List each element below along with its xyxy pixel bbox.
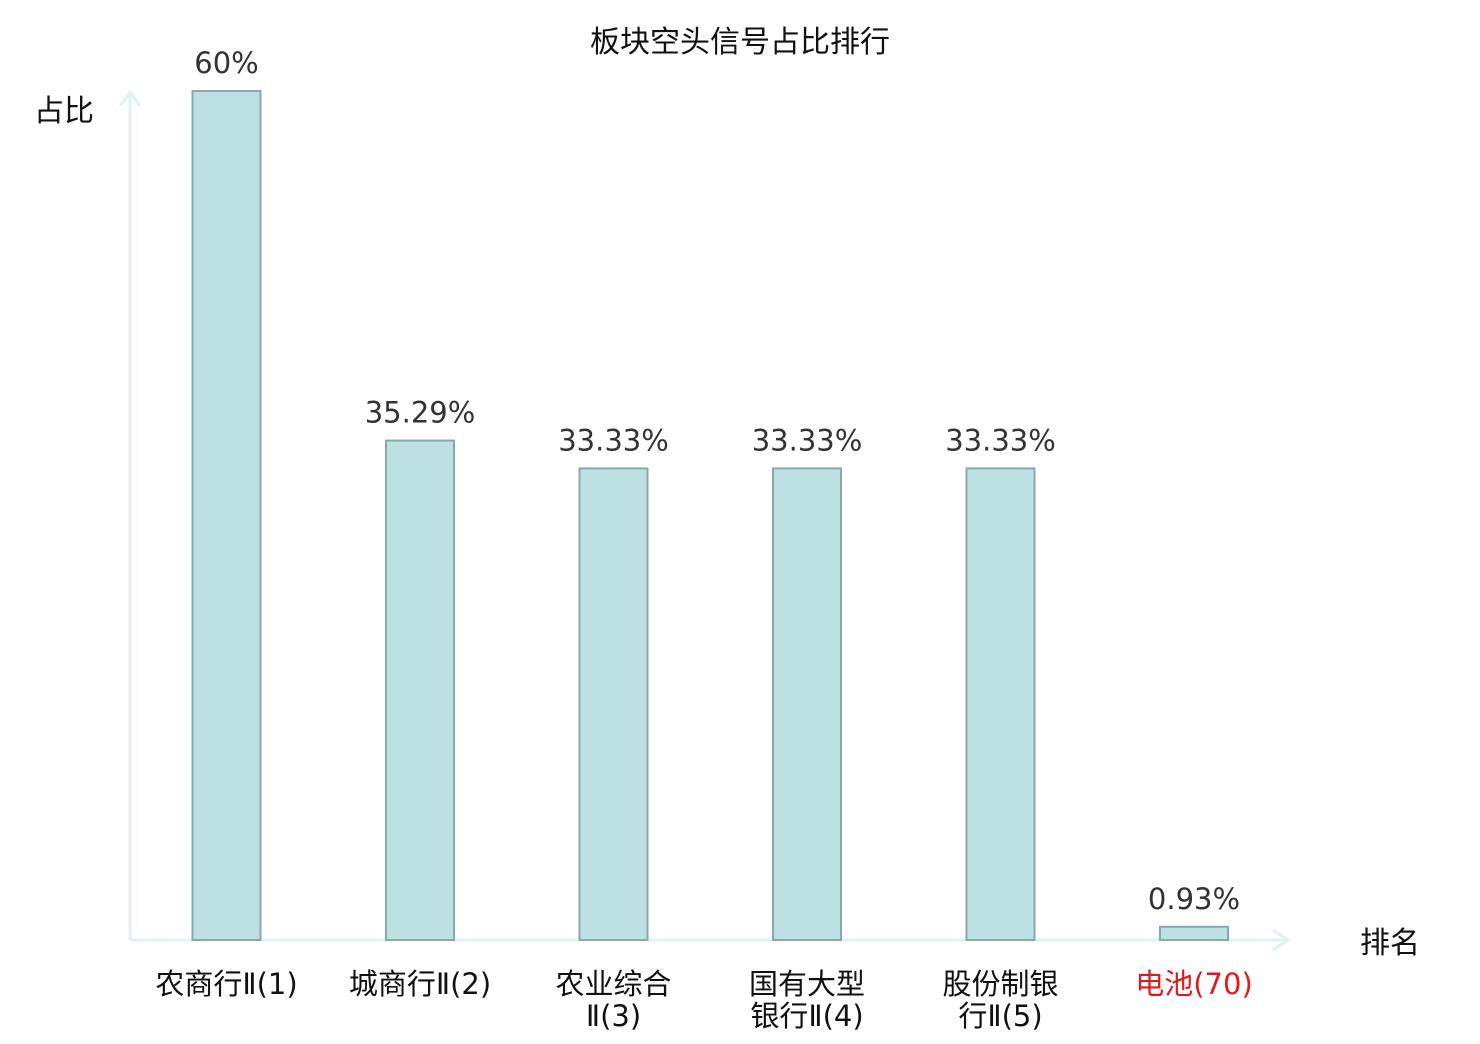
category-label-2: 城商行Ⅱ(2) — [349, 967, 491, 1001]
axes — [118, 89, 1291, 952]
value-label-2: 35.29% — [365, 396, 476, 430]
category-label-1: 农商行Ⅱ(1) — [155, 967, 297, 1001]
category-label-3: 农业综合 Ⅱ(3) — [555, 967, 671, 1033]
category-label-line: 城商行Ⅱ(2) — [349, 967, 491, 1001]
x-axis-arrow — [1272, 928, 1291, 952]
value-label-6: 0.93% — [1148, 882, 1240, 916]
category-label-line: 国有大型 — [749, 967, 865, 1001]
category-label-line: 农商行Ⅱ(1) — [155, 967, 297, 1001]
value-label-3: 33.33% — [558, 423, 669, 457]
bar-4 — [772, 467, 842, 941]
category-labels: 农商行Ⅱ(1) 城商行Ⅱ(2) 农业综合 Ⅱ(3) 国有大型银行Ⅱ(4) 股份制银行Ⅱ(5… — [155, 967, 1252, 1033]
bar-5 — [965, 467, 1036, 941]
value-label-4: 33.33% — [752, 423, 863, 457]
category-label-6: 电池(70) — [1135, 967, 1253, 1001]
category-label-line: 农业综合 — [555, 967, 671, 1001]
value-label-5: 33.33% — [945, 423, 1056, 457]
category-label-line: 电池(70) — [1135, 967, 1253, 1001]
bar-3 — [578, 467, 649, 941]
bar-2 — [385, 439, 455, 941]
bar-6 — [1159, 925, 1229, 941]
category-label-line: 银行Ⅱ(4) — [750, 999, 863, 1033]
category-label-5: 股份制银行Ⅱ(5) — [942, 967, 1058, 1033]
bars — [191, 90, 1229, 941]
category-label-line: 股份制银 — [942, 967, 1058, 1001]
chart-title: 板块空头信号占比排行 — [590, 25, 890, 60]
category-label-4: 国有大型银行Ⅱ(4) — [749, 967, 865, 1033]
category-label-line: Ⅱ(3) — [586, 999, 641, 1033]
category-label-line: 行Ⅱ(5) — [958, 999, 1042, 1033]
x-axis-label: 排名 — [1360, 926, 1420, 961]
value-label-1: 60% — [194, 46, 258, 80]
bar-1 — [191, 90, 262, 941]
y-axis-label: 占比 — [34, 94, 94, 129]
value-labels: 60% 35.29% 33.33% 33.33% 33.33% 0.93% — [194, 46, 1240, 916]
y-axis-arrow — [118, 89, 142, 107]
